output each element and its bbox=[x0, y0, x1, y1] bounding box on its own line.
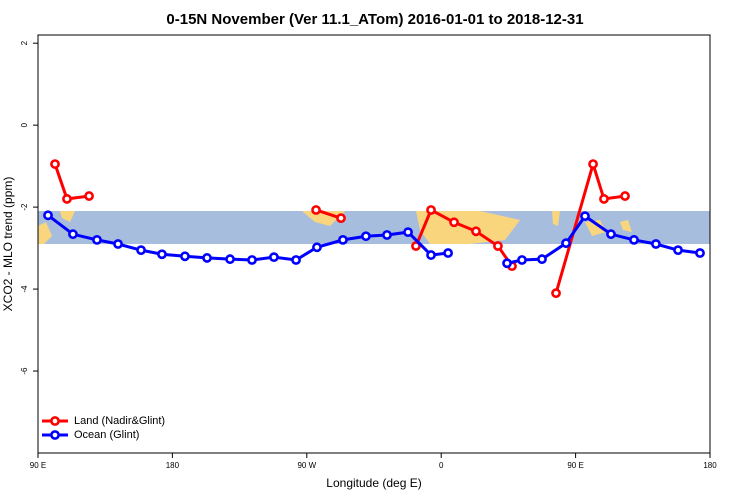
land-shape bbox=[620, 220, 632, 232]
data-point bbox=[361, 231, 371, 242]
data-point bbox=[629, 235, 639, 245]
data-point bbox=[68, 229, 78, 240]
y-tick-label: -6 bbox=[20, 367, 29, 375]
x-tick-label: 90 E bbox=[567, 461, 583, 470]
data-point bbox=[403, 227, 413, 238]
data-point bbox=[411, 241, 421, 251]
data-point bbox=[599, 194, 609, 204]
data-point bbox=[580, 211, 590, 222]
data-point bbox=[471, 226, 481, 237]
data-point bbox=[291, 255, 301, 265]
y-tick-label: 0 bbox=[20, 122, 29, 127]
data-point bbox=[651, 239, 661, 249]
data-point bbox=[312, 242, 322, 253]
land-shape bbox=[60, 211, 75, 222]
data-point bbox=[673, 245, 683, 256]
ocean-band bbox=[38, 211, 710, 244]
land-shape bbox=[585, 220, 606, 236]
data-point bbox=[382, 230, 392, 240]
x-axis-label: Longitude (deg E) bbox=[326, 476, 421, 490]
data-point bbox=[493, 241, 503, 251]
data-point bbox=[537, 254, 547, 265]
data-point bbox=[502, 258, 512, 269]
y-axis-label: XCO2 - MLO trend (ppm) bbox=[1, 177, 15, 312]
chart-title: 0-15N November (Ver 11.1_ATom) 2016-01-0… bbox=[166, 11, 583, 28]
data-point bbox=[588, 159, 598, 169]
data-point bbox=[449, 217, 459, 228]
data-point bbox=[84, 191, 94, 201]
data-point bbox=[202, 253, 212, 263]
y-tick-label: -4 bbox=[20, 285, 29, 293]
data-point bbox=[269, 252, 279, 263]
data-point bbox=[443, 248, 453, 258]
legend-label: Ocean (Glint) bbox=[74, 429, 139, 441]
data-point bbox=[92, 235, 102, 245]
data-point bbox=[517, 255, 527, 265]
data-point bbox=[606, 229, 616, 240]
data-point bbox=[426, 250, 436, 260]
data-point bbox=[43, 210, 53, 221]
map-band bbox=[38, 211, 710, 244]
data-point bbox=[225, 254, 235, 265]
land-shape bbox=[38, 222, 52, 244]
data-point bbox=[113, 239, 123, 249]
data-point bbox=[551, 288, 561, 299]
data-point bbox=[336, 213, 346, 224]
data-point bbox=[62, 194, 72, 204]
series-line bbox=[53, 163, 90, 201]
plot-frame bbox=[37, 34, 711, 454]
x-tick-label: 180 bbox=[166, 461, 180, 470]
data-point bbox=[695, 248, 705, 258]
data-point bbox=[50, 159, 60, 169]
legend-label: Land (Nadir&Glint) bbox=[74, 415, 165, 427]
y-tick-label: 2 bbox=[20, 40, 29, 45]
data-point bbox=[426, 205, 436, 215]
data-point bbox=[561, 238, 571, 249]
x-tick-label: 90 E bbox=[30, 461, 46, 470]
land-shape bbox=[552, 211, 560, 226]
data-point bbox=[620, 191, 630, 201]
legend-marker bbox=[50, 430, 60, 440]
y-tick-label: -2 bbox=[20, 203, 29, 211]
data-point bbox=[180, 251, 190, 262]
x-tick-label: 90 W bbox=[297, 461, 316, 470]
x-tick-label: 0 bbox=[439, 461, 444, 470]
data-point bbox=[311, 205, 321, 215]
legend: Land (Nadir&Glint) Ocean (Glint) bbox=[42, 415, 165, 441]
x-tick-label: 180 bbox=[703, 461, 717, 470]
data-point bbox=[247, 255, 257, 265]
data-point bbox=[338, 235, 348, 245]
data-point bbox=[136, 245, 146, 256]
legend-marker bbox=[50, 416, 60, 426]
data-point bbox=[157, 249, 167, 260]
series-line bbox=[506, 214, 701, 265]
